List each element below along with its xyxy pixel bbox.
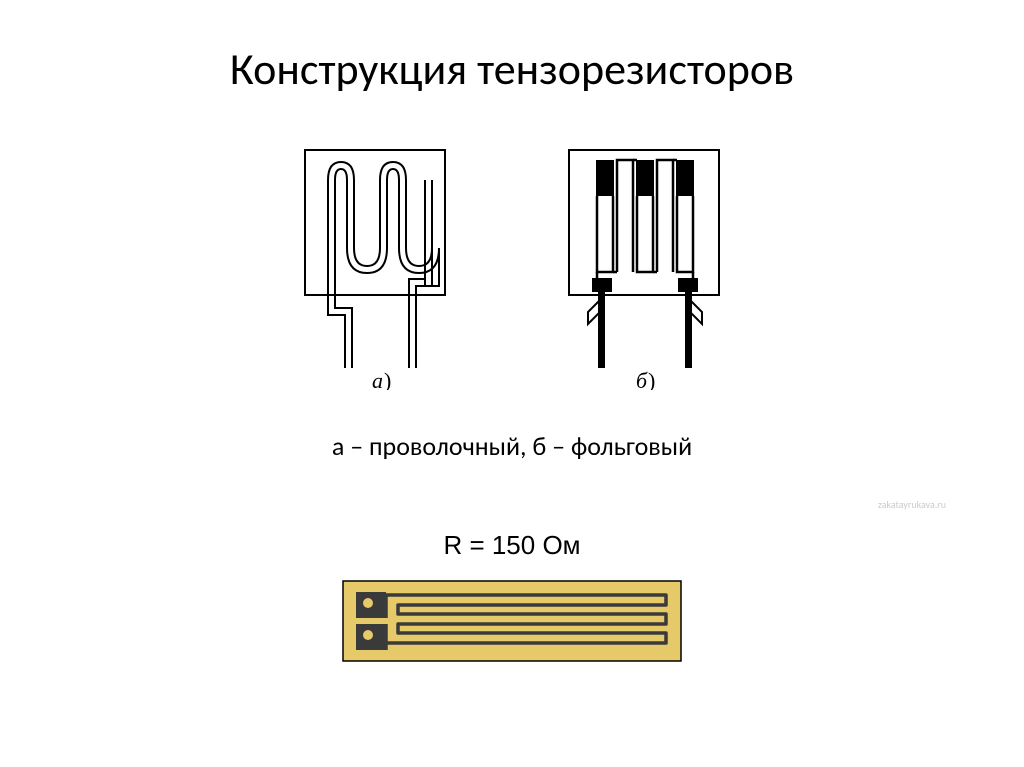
gauge-substrate (343, 581, 681, 661)
gauge-hole-1 (363, 598, 373, 608)
watermark: zakatayrukava.ru (878, 498, 946, 511)
label-a-paren: ) (384, 368, 391, 390)
diagram-b: б ) (554, 140, 734, 390)
label-b-paren: ) (648, 368, 655, 390)
label-a-letter: а (372, 368, 383, 390)
diagram-a: а ) (290, 140, 470, 390)
lead-left (598, 292, 605, 368)
label-b-letter: б (636, 368, 648, 390)
caption: а – проволочный, б – фольговый (0, 430, 1024, 462)
strain-gauge-image (0, 580, 1024, 667)
bar-thick-3 (676, 160, 694, 196)
gauge-hole-2 (363, 630, 373, 640)
bar-thick-1 (596, 160, 614, 196)
gauge-svg (342, 580, 682, 662)
bar-thick-2 (636, 160, 654, 196)
page-title: Конструкция тензорезисторов (0, 42, 1024, 96)
formula: R = 150 Ом (0, 530, 1024, 561)
pad-right (678, 278, 698, 292)
lead-right (685, 292, 692, 368)
pad-left (592, 278, 612, 292)
slide: Конструкция тензорезисторов а ) (0, 0, 1024, 767)
diagram-row: а ) б ) (0, 140, 1024, 390)
